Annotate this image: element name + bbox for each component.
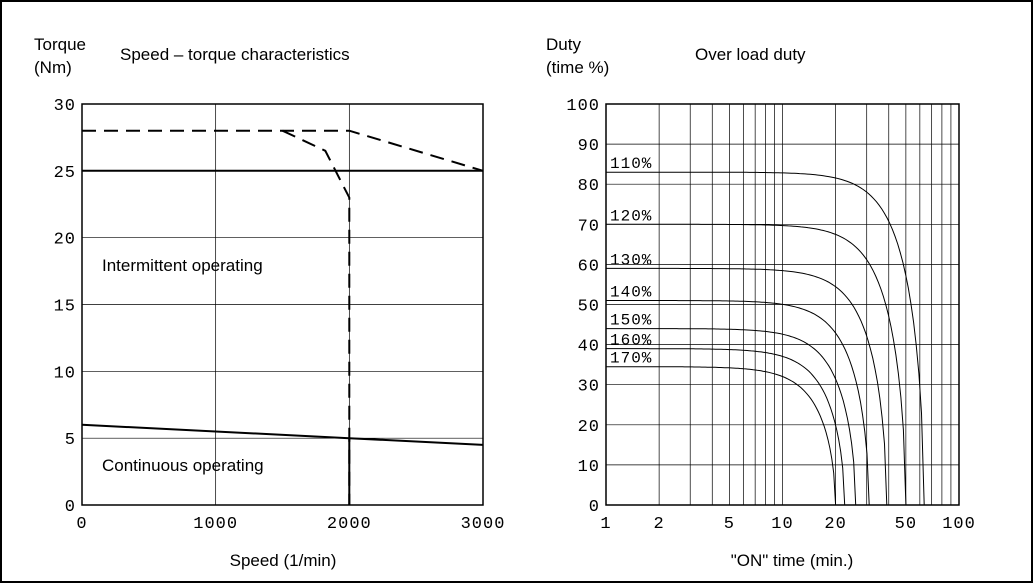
left-y-tick-label: 20 bbox=[54, 231, 76, 250]
left-y-tick-label: 15 bbox=[54, 298, 76, 317]
left-y-tick-label: 5 bbox=[65, 431, 76, 450]
left-y-tick-label: 0 bbox=[65, 498, 76, 517]
duty-curve-label: 140% bbox=[610, 283, 652, 301]
right-x-tick-label: 2 bbox=[654, 515, 665, 534]
duty-curve-120pct bbox=[606, 223, 907, 506]
duty-curve-label: 170% bbox=[610, 350, 652, 368]
right-x-tick-label: 20 bbox=[824, 515, 846, 534]
right-plot-frame bbox=[605, 103, 960, 506]
duty-curve-label: 110% bbox=[610, 155, 652, 173]
right-y-tick-label: 0 bbox=[589, 498, 600, 517]
duty-curve-160pct bbox=[606, 348, 846, 506]
speed-torque-chart: Torque (Nm) Speed – torque characteristi… bbox=[34, 35, 506, 570]
left-series-line-4 bbox=[82, 129, 484, 172]
duty-curve-130pct bbox=[606, 267, 888, 506]
right-x-tick-label: 1 bbox=[600, 515, 611, 534]
right-y-tick-label: 90 bbox=[578, 137, 600, 156]
left-ylabel-line1: Torque bbox=[34, 35, 86, 54]
right-x-tick-label: 50 bbox=[895, 515, 917, 534]
right-y-tick-label: 70 bbox=[578, 217, 600, 236]
right-y-tick-label: 40 bbox=[578, 338, 600, 357]
continuous-region-label: Continuous operating bbox=[102, 456, 264, 475]
duty-curve-170pct bbox=[606, 366, 837, 506]
right-ylabel-line2: (time %) bbox=[546, 58, 609, 77]
left-plot-frame bbox=[81, 103, 484, 506]
right-y-tick-label: 20 bbox=[578, 418, 600, 437]
duty-curve-label: 150% bbox=[610, 312, 652, 330]
left-y-tick-label: 10 bbox=[54, 364, 76, 383]
left-series-line-2 bbox=[81, 423, 484, 446]
intermittent-region-label: Intermittent operating bbox=[102, 256, 263, 275]
left-y-tick-label: 30 bbox=[54, 97, 76, 116]
duty-curve-140pct bbox=[606, 300, 870, 506]
right-y-tick-label: 100 bbox=[566, 97, 600, 116]
right-x-tick-label: 5 bbox=[724, 515, 735, 534]
left-x-tick-label: 3000 bbox=[461, 515, 506, 534]
right-y-tick-label: 10 bbox=[578, 458, 600, 477]
right-x-tick-label: 10 bbox=[771, 515, 793, 534]
right-y-tick-label: 30 bbox=[578, 378, 600, 397]
right-ylabel-line1: Duty bbox=[546, 35, 581, 54]
left-x-tick-label: 0 bbox=[76, 515, 87, 534]
duty-curve-110pct bbox=[606, 171, 925, 506]
left-x-tick-label: 1000 bbox=[193, 515, 238, 534]
duty-curve-label: 130% bbox=[610, 251, 652, 269]
left-chart-title: Speed – torque characteristics bbox=[120, 45, 350, 64]
right-y-tick-label: 60 bbox=[578, 257, 600, 276]
left-xlabel: Speed (1/min) bbox=[230, 551, 337, 570]
right-x-tick-label: 100 bbox=[942, 515, 976, 534]
right-xlabel: "ON" time (min.) bbox=[731, 551, 854, 570]
left-x-tick-label: 2000 bbox=[327, 515, 372, 534]
left-y-tick-label: 25 bbox=[54, 164, 76, 183]
duty-curve-150pct bbox=[606, 328, 857, 506]
right-y-tick-label: 50 bbox=[578, 298, 600, 317]
duty-curve-label: 120% bbox=[610, 207, 652, 225]
overload-duty-chart: Duty (time %) Over load duty "ON" time (… bbox=[546, 35, 976, 570]
right-chart-title: Over load duty bbox=[695, 45, 806, 64]
right-y-tick-label: 80 bbox=[578, 177, 600, 196]
left-series-line-5 bbox=[282, 129, 351, 505]
left-ylabel-line2: (Nm) bbox=[34, 58, 72, 77]
duty-curve-label: 160% bbox=[610, 332, 652, 350]
